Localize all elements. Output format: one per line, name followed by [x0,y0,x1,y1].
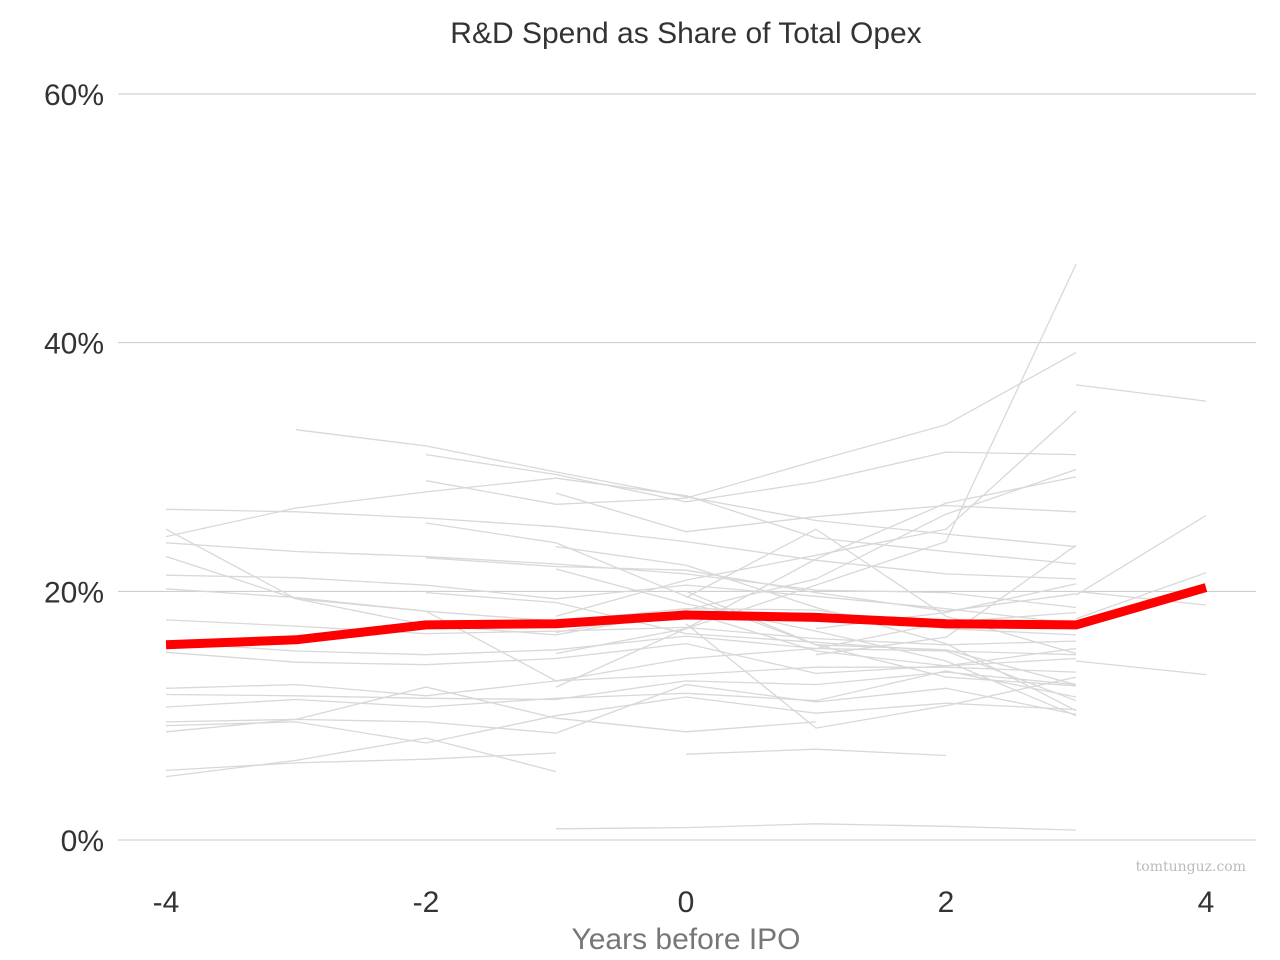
y-tick-label-0: 0% [61,825,104,858]
peer-line-35 [685,623,1077,729]
peer-line-27 [555,545,1077,712]
highlight-series [165,583,1208,650]
chart-title: R&D Spend as Share of Total Opex [450,17,921,50]
peer-line-1 [165,737,557,778]
peer-line-9 [165,666,1077,697]
peer-line-26 [555,492,1077,533]
x-tick-label-1: -2 [413,886,440,919]
peer-line-41 [1075,660,1207,676]
x-tick-label-0: -4 [153,886,180,919]
peer-line-6 [165,683,1077,734]
peer-line-22 [425,352,1077,505]
peer-line-5 [165,696,1077,744]
x-tick-label-2: 0 [678,886,695,919]
peer-line-2 [165,752,557,772]
peer-line-11 [165,635,1077,656]
peer-line-25 [425,591,1077,702]
peer-line-38 [1075,384,1207,402]
peer-line-4 [165,686,817,733]
peer-line-39 [1075,514,1207,596]
peer-line-0 [555,823,1077,831]
peer-line-24 [425,557,1077,612]
peer-line-40 [1075,572,1207,620]
y-tick-label-3: 60% [44,79,104,112]
highlight-line [165,583,1208,650]
peer-line-18 [165,508,1077,580]
peer-line-8 [165,671,1077,701]
peer-line-42 [1075,590,1207,606]
peer-line-30 [555,410,1077,617]
peer-line-10 [165,642,1077,675]
y-tick-label-1: 20% [44,576,104,609]
peer-line-29 [555,264,1077,655]
peer-line-7 [165,670,1077,708]
peer-series [165,264,1207,831]
y-tick-labels: 0% 20% 40% 60% [44,79,104,858]
x-tick-labels: -4 -2 0 2 4 [153,886,1215,919]
x-tick-label-3: 2 [938,886,955,919]
peer-line-37 [815,544,1077,656]
gridlines [118,93,1256,841]
peer-line-3 [685,748,947,757]
peer-line-34 [685,528,1077,655]
peer-line-20 [295,429,1077,548]
x-tick-label-4: 4 [1198,886,1215,919]
peer-line-32 [555,476,1077,688]
x-axis-label: Years before IPO [571,923,800,956]
credit-annotation: tomtunguz.com [1136,859,1246,875]
peer-line-21 [425,451,1077,503]
y-tick-label-2: 40% [44,328,104,361]
peer-line-12 [165,619,1077,646]
peer-line-14 [165,574,1077,625]
